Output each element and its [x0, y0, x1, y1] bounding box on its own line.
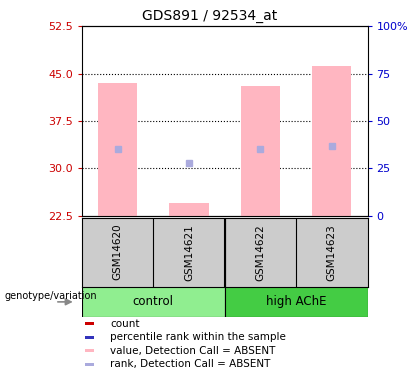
Text: GSM14622: GSM14622 — [255, 224, 265, 280]
Text: GDS891 / 92534_at: GDS891 / 92534_at — [142, 9, 278, 23]
Bar — [169, 203, 209, 216]
Text: GSM14621: GSM14621 — [184, 224, 194, 280]
Bar — [85, 336, 94, 339]
Bar — [85, 322, 94, 325]
Text: GSM14623: GSM14623 — [327, 224, 337, 280]
Bar — [85, 349, 94, 352]
Text: control: control — [133, 296, 174, 308]
Bar — [312, 66, 352, 216]
Text: percentile rank within the sample: percentile rank within the sample — [110, 332, 286, 342]
Text: value, Detection Call = ABSENT: value, Detection Call = ABSENT — [110, 346, 276, 356]
Bar — [225, 287, 368, 317]
Text: high AChE: high AChE — [266, 296, 326, 308]
Text: genotype/variation: genotype/variation — [4, 291, 97, 301]
Bar — [85, 363, 94, 366]
Text: count: count — [110, 319, 140, 328]
Text: rank, Detection Call = ABSENT: rank, Detection Call = ABSENT — [110, 360, 271, 369]
Text: GSM14620: GSM14620 — [113, 224, 123, 280]
Bar — [82, 287, 225, 317]
Bar — [98, 83, 137, 216]
Bar — [241, 86, 280, 216]
